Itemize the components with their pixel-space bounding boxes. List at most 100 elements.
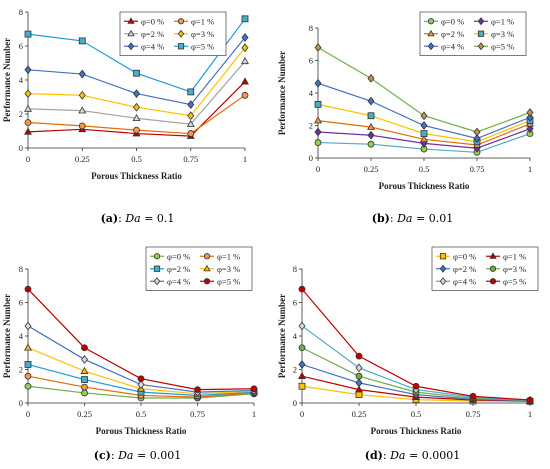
- data-point-d-1: [355, 385, 363, 393]
- x-tick-label-a: 0.25: [75, 154, 90, 164]
- data-point-c-1: [24, 372, 32, 380]
- legend-swatch-marker-c-0: [153, 253, 161, 260]
- series-c-4: [24, 321, 258, 397]
- x-tick-label-d: 0.25: [352, 409, 367, 419]
- data-point-b-0: [367, 140, 375, 148]
- series-a-4: [24, 33, 249, 110]
- legend-label-c-3: φ=3 %: [217, 264, 240, 274]
- y-tick-label-d: 4: [293, 331, 298, 341]
- data-point-b-5: [473, 127, 481, 137]
- y-tick-label-c: 6: [19, 298, 23, 308]
- y-tick-label-b: 8: [309, 23, 313, 33]
- data-point-b-5: [420, 111, 428, 121]
- caption-d: (d): Da = 0.0001: [364, 449, 461, 462]
- data-point-b-0: [314, 139, 322, 146]
- legend-label-d-3: φ=3 %: [503, 264, 526, 274]
- data-point-c-5: [24, 285, 32, 293]
- legend-swatch-marker-a-4: [127, 42, 135, 51]
- chart-a: 0 2 4 6 8 0 0.25 0.5 0.75 1 Porous Thickness Ratio…: [2, 7, 249, 181]
- x-tick-label-b: 1: [528, 164, 532, 174]
- data-point-a-3: [241, 43, 249, 53]
- series-d-3: [298, 344, 534, 404]
- chart-panel-b: 0 2 4 6 8 0 0.25 0.5 0.75 1 Porous Thickness Ratio…: [275, 0, 550, 234]
- x-tick-label-d: 0: [300, 409, 304, 419]
- data-point-d-5: [469, 392, 477, 400]
- legend-label-d-5: φ=5 %: [503, 276, 526, 286]
- legend-swatch-marker-b-3: [477, 30, 485, 37]
- legend-swatch-marker-d-2: [439, 264, 447, 273]
- data-point-a-3: [132, 102, 141, 112]
- data-point-c-5: [137, 375, 145, 383]
- data-point-d-4: [355, 363, 363, 373]
- legend-label-b-5: φ=5 %: [491, 41, 514, 51]
- y-tick-label-c: 8: [19, 264, 23, 274]
- data-point-c-4: [137, 380, 145, 389]
- chart-panel-d: 0 2 4 6 8 0 0.25 0.5 0.75 1 Porous Thickness Ratio…: [275, 235, 550, 469]
- series-c-5: [24, 285, 258, 394]
- series-b-5: [314, 43, 534, 137]
- data-point-c-2: [24, 361, 32, 368]
- data-point-a-1: [24, 119, 32, 126]
- x-tick-label-b: 0: [316, 164, 320, 174]
- x-tick-label-b: 0.75: [470, 164, 485, 174]
- legend-swatch-marker-a-1: [177, 18, 185, 25]
- data-point-b-2: [314, 116, 322, 124]
- x-tick-label-c: 0: [26, 409, 30, 419]
- data-point-b-4: [526, 112, 534, 122]
- data-point-d-4: [298, 321, 306, 331]
- legend-swatch-marker-b-4: [427, 42, 435, 51]
- legend-swatch-marker-a-5: [177, 43, 185, 50]
- data-point-c-5: [194, 386, 201, 394]
- series-a-2: [24, 57, 249, 127]
- series-d-5: [298, 285, 534, 404]
- data-point-d-2: [298, 360, 306, 369]
- data-point-d-1: [298, 371, 306, 380]
- data-point-a-1: [133, 126, 140, 134]
- y-tick-label-a: 4: [19, 75, 24, 85]
- data-point-c-2: [81, 376, 88, 383]
- data-point-b-1: [314, 127, 322, 137]
- legend-swatch-marker-d-5: [489, 278, 497, 285]
- data-point-c-5: [250, 385, 258, 393]
- chart-panel-c: 0 2 4 6 8 0 0.25 0.5 0.75 1 Porous Thickness Ratio…: [0, 235, 275, 469]
- x-tick-label-a: 1: [243, 154, 247, 164]
- caption-c: (c): Da = 0.001: [93, 449, 182, 462]
- y-tick-label-b: 4: [309, 88, 314, 98]
- legend-label-c-5: φ=5 %: [217, 276, 240, 286]
- data-point-a-5: [241, 15, 249, 23]
- data-point-b-2: [420, 135, 428, 143]
- data-point-a-5: [187, 88, 195, 96]
- legend-label-d-1: φ=1 %: [503, 251, 526, 261]
- data-point-a-4: [241, 33, 249, 42]
- data-point-b-5: [526, 108, 534, 117]
- x-tick-label-b: 0.25: [364, 164, 379, 174]
- y-tick-label-a: 6: [19, 41, 23, 51]
- data-point-c-3: [80, 366, 89, 374]
- legend-label-b-3: φ=3 %: [491, 29, 514, 39]
- caption-b: (b): Da = 0.01: [371, 212, 454, 225]
- y-tick-label-a: 8: [19, 7, 23, 17]
- data-point-a-4: [132, 89, 141, 98]
- data-point-c-0: [24, 382, 32, 390]
- x-tick-label-c: 0.25: [77, 409, 92, 419]
- y-axis-title-b: Performance Number: [277, 51, 287, 135]
- legend-swatch-marker-c-4: [153, 277, 161, 286]
- y-tick-label-c: 2: [19, 365, 23, 375]
- data-point-d-0: [298, 382, 306, 390]
- data-point-b-3: [314, 100, 322, 108]
- legend-swatch-marker-b-5: [477, 42, 485, 51]
- data-point-a-5: [24, 30, 32, 38]
- chart-panel-a: 0 2 4 6 8 0 0.25 0.5 0.75 1 Porous Thickness Ratio…: [0, 0, 275, 234]
- y-tick-label-d: 8: [293, 264, 297, 274]
- data-point-d-5: [526, 396, 534, 404]
- data-point-b-1: [367, 130, 375, 140]
- data-point-c-5: [81, 344, 88, 352]
- y-tick-label-b: 2: [309, 121, 313, 131]
- data-point-b-3: [367, 112, 375, 120]
- y-tick-label-d: 0: [293, 398, 297, 408]
- y-tick-label-c: 0: [19, 398, 23, 408]
- data-point-c-3: [24, 343, 32, 351]
- data-point-a-5: [78, 37, 86, 45]
- legend-swatch-marker-b-1: [477, 17, 485, 26]
- legend-swatch-marker-b-0: [427, 18, 435, 25]
